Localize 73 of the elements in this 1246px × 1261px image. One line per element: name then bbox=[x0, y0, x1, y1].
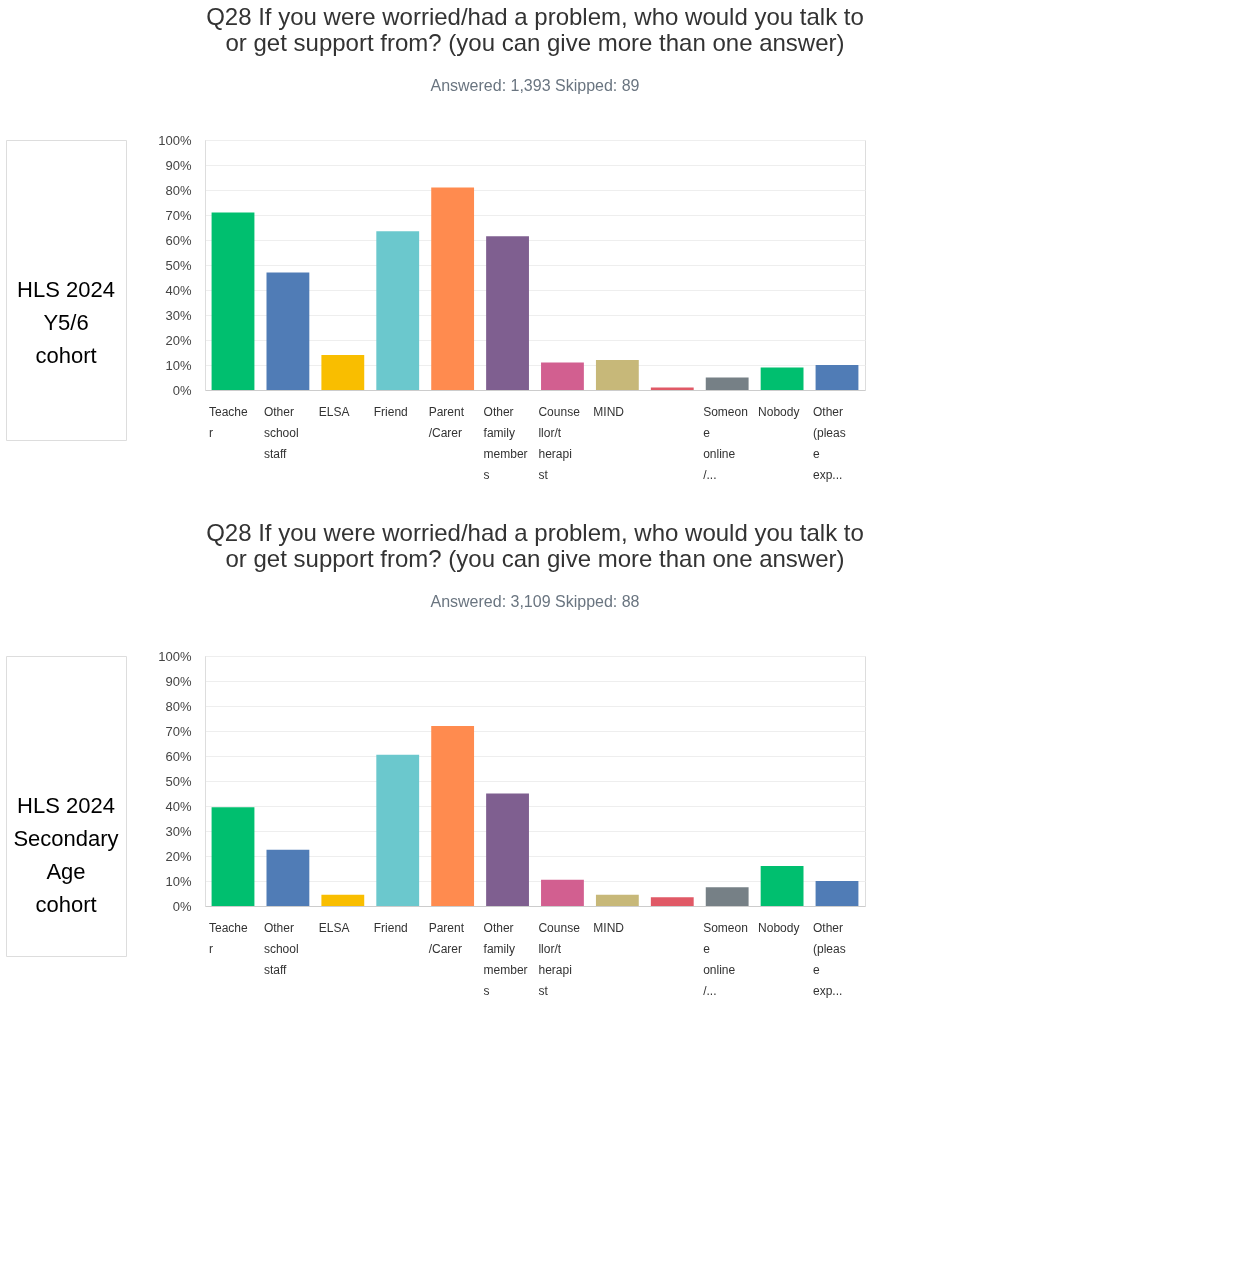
bar bbox=[815, 881, 859, 906]
x-tick-label: Other school staff bbox=[263, 920, 299, 977]
y-tick-label: 30% bbox=[165, 823, 192, 839]
x-tick-label: Friend bbox=[373, 920, 408, 935]
text: HLS 2024 Y5/6 cohort bbox=[17, 277, 115, 368]
text: HLS 2024 Secondary Age cohort bbox=[13, 793, 119, 917]
x-tick-label: ELSA bbox=[318, 404, 350, 419]
x-tick-label: Parent/Carer bbox=[428, 920, 465, 956]
chart-subtitle: Answered: 3,109 Skipped: 88 bbox=[430, 593, 640, 610]
x-tick-label: Friend bbox=[373, 404, 408, 419]
bar bbox=[815, 365, 859, 390]
bar bbox=[321, 355, 365, 390]
x-tick-label: Other (please exp... bbox=[813, 920, 846, 998]
y-tick-label: 70% bbox=[165, 723, 192, 739]
x-tick-label: MIND bbox=[593, 404, 625, 419]
y-tick-label: 100% bbox=[158, 648, 192, 664]
x-tick-label: ELSA bbox=[318, 920, 350, 935]
y-tick-label: 40% bbox=[165, 798, 192, 814]
chart-subtitle: Answered: 1,393 Skipped: 89 bbox=[430, 77, 640, 94]
y-tick-label: 20% bbox=[165, 848, 192, 864]
x-tick-label: Nobody bbox=[758, 920, 800, 935]
bar bbox=[431, 726, 475, 906]
x-tick-label: Other family members bbox=[483, 920, 528, 998]
y-tick-label: 20% bbox=[165, 332, 192, 348]
x-tick-label: Parent/Carer bbox=[428, 404, 465, 440]
bar bbox=[211, 212, 255, 390]
y-tick-label: 60% bbox=[165, 748, 192, 764]
bar bbox=[486, 793, 529, 906]
x-tick-label: Teacher bbox=[209, 920, 249, 956]
bar bbox=[760, 866, 804, 906]
bar bbox=[266, 849, 310, 906]
y-tick-label: 90% bbox=[165, 157, 192, 173]
x-tick-label: Counsellor/therapist bbox=[538, 404, 581, 482]
bar bbox=[595, 894, 639, 906]
y-tick-label: 100% bbox=[158, 132, 192, 148]
y-tick-label: 70% bbox=[165, 207, 192, 223]
x-tick-label: Teacher bbox=[209, 404, 249, 440]
y-tick-label: 80% bbox=[165, 182, 192, 198]
y-tick-label: 80% bbox=[165, 698, 192, 714]
y-tick-label: 0% bbox=[172, 898, 192, 914]
chart-title: Q28 If you were worried/had a problem, who would you talk to or get support from? (you can give more than one answer) bbox=[206, 519, 864, 572]
bar bbox=[376, 231, 420, 390]
y-tick-label: 90% bbox=[165, 673, 192, 689]
bar bbox=[211, 807, 255, 906]
x-tick-label: Counsellor/therapist bbox=[538, 920, 581, 998]
bar bbox=[266, 272, 310, 390]
bar bbox=[431, 187, 475, 390]
bar bbox=[705, 377, 749, 390]
x-tick-label: Nobody bbox=[758, 404, 800, 419]
bar bbox=[541, 362, 584, 390]
bar bbox=[376, 754, 420, 906]
x-tick-label: Someone online /... bbox=[703, 404, 748, 482]
y-tick-label: 50% bbox=[165, 773, 192, 789]
x-tick-label: Other (please exp... bbox=[813, 404, 846, 482]
y-tick-label: 0% bbox=[172, 382, 192, 398]
bar bbox=[705, 887, 749, 906]
y-tick-label: 10% bbox=[165, 873, 192, 889]
y-tick-label: 50% bbox=[165, 257, 192, 273]
bar bbox=[541, 879, 584, 906]
bar bbox=[486, 236, 529, 390]
y-tick-label: 10% bbox=[165, 357, 192, 373]
bar bbox=[321, 894, 365, 906]
y-tick-label: 60% bbox=[165, 232, 192, 248]
x-tick-label: Other school staff bbox=[263, 404, 299, 461]
bar bbox=[760, 367, 804, 390]
x-tick-label: Someone online /... bbox=[703, 920, 748, 998]
chart-title: Q28 If you were worried/had a problem, who would you talk to or get support from? (you can give more than one answer) bbox=[206, 3, 864, 56]
bar bbox=[595, 360, 639, 390]
bar bbox=[650, 897, 694, 906]
x-tick-label: MIND bbox=[593, 920, 625, 935]
y-tick-label: 30% bbox=[165, 307, 192, 323]
y-tick-label: 40% bbox=[165, 282, 192, 298]
x-tick-label: Other family members bbox=[483, 404, 528, 482]
